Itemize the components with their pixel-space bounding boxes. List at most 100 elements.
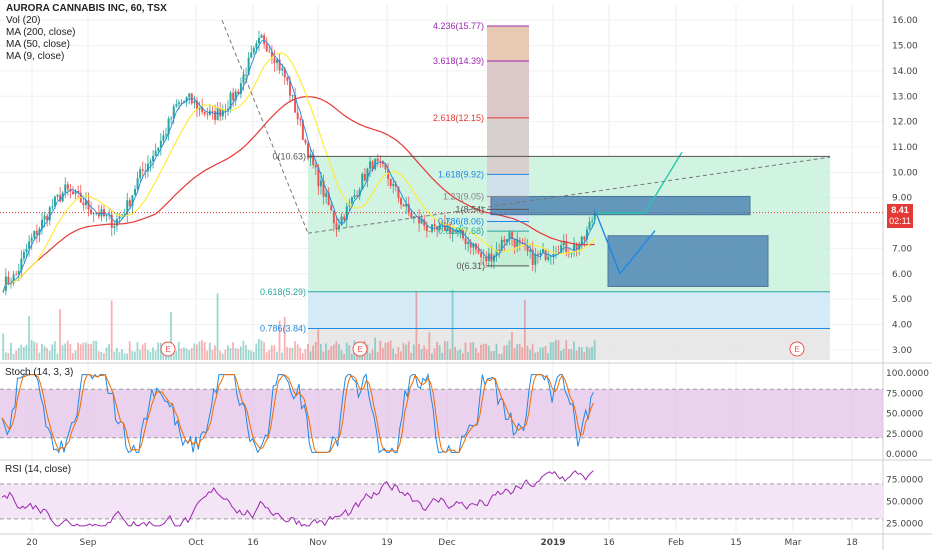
fib-label: 4.236(15.77) bbox=[433, 21, 484, 31]
price-tick-label: 14.00 bbox=[892, 67, 918, 77]
volume-bar bbox=[118, 352, 121, 360]
volume-bar bbox=[433, 348, 436, 360]
price-badge-countdown: 02:11 bbox=[889, 216, 911, 226]
indicator-ma200[interactable]: MA (200, close) bbox=[6, 27, 76, 38]
volume-bar bbox=[33, 341, 36, 360]
volume-bar bbox=[64, 343, 67, 360]
volume-bar bbox=[126, 353, 129, 360]
volume-bar bbox=[56, 353, 59, 360]
candle-body bbox=[219, 108, 222, 117]
candle-body bbox=[438, 224, 441, 230]
volume-bar bbox=[464, 342, 467, 360]
candle-body bbox=[513, 238, 516, 247]
fib-blue-zone bbox=[308, 291, 830, 329]
volume-bar bbox=[578, 346, 581, 360]
volume-bar bbox=[366, 344, 369, 360]
volume-bar bbox=[232, 342, 234, 360]
candle-body bbox=[59, 194, 62, 202]
candle-body bbox=[400, 198, 403, 205]
candle-body bbox=[482, 257, 485, 258]
time-tick-label: 16 bbox=[603, 538, 615, 548]
candle-body bbox=[560, 245, 563, 253]
candle-body bbox=[283, 68, 286, 78]
chart-legend: AURORA CANNABIS INC, 60, TSX Vol (20) MA… bbox=[6, 3, 167, 63]
price-tick-label: 4.00 bbox=[892, 321, 912, 331]
candle-body bbox=[405, 203, 408, 207]
indicator-vol[interactable]: Vol (20) bbox=[6, 15, 41, 26]
candle-body bbox=[402, 204, 405, 207]
volume-bar bbox=[418, 343, 420, 360]
volume-bar bbox=[22, 347, 25, 360]
volume-bar bbox=[185, 348, 188, 360]
candle-body bbox=[180, 102, 183, 104]
candle-body bbox=[420, 219, 423, 224]
candle-body bbox=[369, 161, 372, 169]
candle-body bbox=[185, 97, 188, 102]
volume-bar bbox=[513, 348, 516, 360]
candle-body bbox=[547, 256, 550, 260]
rsi-tick-label: 25.0000 bbox=[886, 519, 923, 529]
volume-bar bbox=[384, 342, 387, 360]
volume-bar bbox=[534, 352, 537, 360]
candle-body bbox=[7, 276, 10, 284]
volume-bar bbox=[72, 353, 74, 360]
rsi-title[interactable]: RSI (14, close) bbox=[5, 464, 72, 475]
volume-bar bbox=[146, 350, 149, 360]
volume-bar bbox=[428, 332, 431, 360]
volume-bar bbox=[203, 342, 206, 360]
candle-body bbox=[392, 184, 395, 186]
volume-bar bbox=[379, 340, 382, 360]
candle-body bbox=[167, 118, 170, 135]
candle-body bbox=[536, 254, 539, 256]
volume-bar bbox=[307, 343, 309, 360]
price-badge: 8.41 02:11 bbox=[887, 204, 913, 228]
fib-label: 1.23(9.05) bbox=[443, 191, 484, 201]
volume-bar bbox=[229, 347, 232, 360]
candle-body bbox=[177, 102, 180, 105]
resistance-box bbox=[490, 195, 751, 216]
volume-bar bbox=[591, 347, 593, 360]
candle-body bbox=[175, 104, 178, 107]
volume-bar bbox=[105, 347, 108, 360]
candle-body bbox=[288, 80, 291, 96]
candle-body bbox=[195, 101, 198, 110]
candle-body bbox=[214, 111, 217, 121]
volume-bar bbox=[84, 342, 87, 360]
fib-label: 1.618(9.92) bbox=[438, 169, 484, 179]
candle-body bbox=[144, 170, 147, 172]
volume-bar bbox=[487, 345, 490, 360]
indicator-ma9[interactable]: MA (9, close) bbox=[6, 51, 65, 62]
fib-label: 0.618(7.68) bbox=[438, 226, 484, 236]
candle-body bbox=[162, 135, 165, 141]
time-tick-label: 20 bbox=[26, 538, 38, 548]
candle-body bbox=[410, 212, 413, 219]
candle-body bbox=[322, 180, 325, 197]
volume-bar bbox=[492, 350, 495, 360]
volume-bar bbox=[260, 340, 263, 360]
candle-body bbox=[317, 167, 320, 187]
candle-body bbox=[454, 230, 457, 232]
volume-bar bbox=[407, 341, 410, 360]
candle-body bbox=[72, 191, 75, 195]
candle-body bbox=[92, 213, 95, 215]
indicator-ma50[interactable]: MA (50, close) bbox=[6, 39, 70, 50]
fib-label: 2.618(12.15) bbox=[433, 113, 484, 123]
fib-label: 0.618(5.29) bbox=[260, 287, 306, 297]
stoch-title[interactable]: Stoch (14, 3, 3) bbox=[5, 367, 74, 378]
volume-bar bbox=[216, 293, 219, 360]
volume-bar bbox=[431, 353, 433, 360]
volume-bar bbox=[10, 342, 12, 360]
volume-bar bbox=[575, 350, 578, 360]
volume-bar bbox=[113, 351, 116, 360]
candle-body bbox=[503, 239, 506, 243]
candle-body bbox=[379, 161, 382, 162]
fib-label: 0.786(3.84) bbox=[260, 324, 306, 334]
volume-bar bbox=[544, 346, 547, 360]
candle-body bbox=[154, 150, 157, 156]
volume-bar bbox=[565, 340, 568, 360]
volume-bar bbox=[472, 342, 475, 360]
candle-body bbox=[35, 231, 38, 235]
volume-bar bbox=[226, 345, 229, 360]
